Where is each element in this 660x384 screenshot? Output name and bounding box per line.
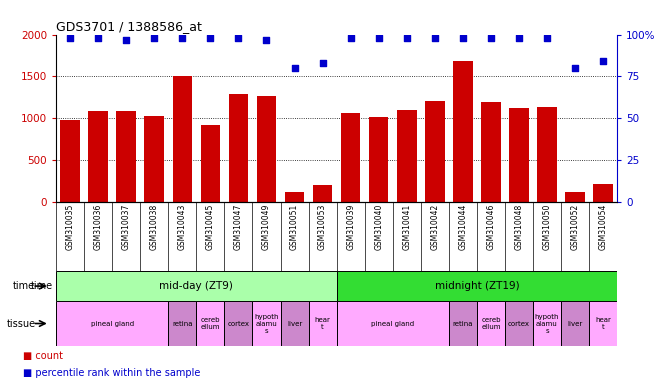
Text: GSM310037: GSM310037 xyxy=(121,204,131,250)
Bar xyxy=(145,116,164,202)
Point xyxy=(457,35,468,41)
Text: GSM310047: GSM310047 xyxy=(234,204,243,250)
Text: midnight (ZT19): midnight (ZT19) xyxy=(434,281,519,291)
Bar xyxy=(257,96,277,202)
Text: GSM310044: GSM310044 xyxy=(458,204,467,250)
Text: GDS3701 / 1388586_at: GDS3701 / 1388586_at xyxy=(56,20,202,33)
Bar xyxy=(88,111,108,202)
Point xyxy=(317,60,328,66)
Bar xyxy=(201,125,220,202)
Bar xyxy=(252,301,280,346)
Bar xyxy=(280,301,309,346)
Text: ■ percentile rank within the sample: ■ percentile rank within the sample xyxy=(22,368,200,378)
Point xyxy=(598,58,609,65)
Point xyxy=(345,35,356,41)
Bar xyxy=(172,76,192,202)
Text: GSM310050: GSM310050 xyxy=(543,204,552,250)
Text: GSM310041: GSM310041 xyxy=(402,204,411,250)
Text: pineal gland: pineal gland xyxy=(371,321,414,326)
Point xyxy=(177,35,187,41)
Point xyxy=(542,35,552,41)
Text: cortex: cortex xyxy=(228,321,249,326)
Text: GSM310046: GSM310046 xyxy=(486,204,496,250)
Point xyxy=(65,35,75,41)
Text: cortex: cortex xyxy=(508,321,530,326)
Text: GSM310052: GSM310052 xyxy=(570,204,579,250)
Text: GSM310045: GSM310045 xyxy=(206,204,215,250)
Text: cereb
ellum: cereb ellum xyxy=(201,317,220,330)
Point xyxy=(513,35,524,41)
Text: GSM310040: GSM310040 xyxy=(374,204,383,250)
Point xyxy=(149,35,160,41)
Bar xyxy=(369,117,389,202)
Text: GSM310036: GSM310036 xyxy=(94,204,103,250)
Bar xyxy=(561,301,589,346)
Bar xyxy=(284,192,304,202)
Point xyxy=(401,35,412,41)
Text: GSM310049: GSM310049 xyxy=(262,204,271,250)
Bar xyxy=(337,271,617,301)
Bar xyxy=(60,120,80,202)
Text: GSM310038: GSM310038 xyxy=(150,204,159,250)
Text: liver: liver xyxy=(568,321,583,326)
Point xyxy=(486,35,496,41)
Bar xyxy=(197,301,224,346)
Bar xyxy=(313,185,333,202)
Bar xyxy=(533,301,561,346)
Text: retina: retina xyxy=(172,321,193,326)
Point xyxy=(570,65,580,71)
Text: GSM310048: GSM310048 xyxy=(514,204,523,250)
Point xyxy=(233,35,244,41)
Text: ■ count: ■ count xyxy=(22,351,63,361)
Bar xyxy=(168,301,197,346)
Text: pineal gland: pineal gland xyxy=(90,321,134,326)
Text: GSM310035: GSM310035 xyxy=(65,204,75,250)
Text: GSM310039: GSM310039 xyxy=(346,204,355,250)
Point xyxy=(93,35,104,41)
Text: time: time xyxy=(13,281,35,291)
Text: liver: liver xyxy=(287,321,302,326)
Bar xyxy=(565,192,585,202)
Text: mid-day (ZT9): mid-day (ZT9) xyxy=(160,281,233,291)
Text: hypoth
alamu
s: hypoth alamu s xyxy=(254,313,279,334)
Point xyxy=(430,35,440,41)
Point xyxy=(374,35,384,41)
Bar xyxy=(477,301,505,346)
Bar xyxy=(224,301,252,346)
Bar xyxy=(341,113,360,202)
Bar xyxy=(509,108,529,202)
Point xyxy=(205,35,216,41)
Text: tissue: tissue xyxy=(7,318,36,329)
Bar xyxy=(425,101,445,202)
Bar xyxy=(337,301,449,346)
Bar xyxy=(589,301,617,346)
Bar xyxy=(593,184,613,202)
Text: GSM310043: GSM310043 xyxy=(178,204,187,250)
Text: cereb
ellum: cereb ellum xyxy=(481,317,501,330)
Text: time: time xyxy=(30,281,53,291)
Point xyxy=(289,65,300,71)
Text: retina: retina xyxy=(453,321,473,326)
Bar xyxy=(481,102,501,202)
Text: GSM310053: GSM310053 xyxy=(318,204,327,250)
Bar xyxy=(56,271,337,301)
Bar xyxy=(309,301,337,346)
Text: GSM310054: GSM310054 xyxy=(599,204,608,250)
Bar xyxy=(505,301,533,346)
Bar xyxy=(397,110,416,202)
Bar xyxy=(116,111,136,202)
Text: hear
t: hear t xyxy=(315,317,331,330)
Point xyxy=(261,36,272,43)
Bar xyxy=(537,107,557,202)
Text: GSM310051: GSM310051 xyxy=(290,204,299,250)
Text: GSM310042: GSM310042 xyxy=(430,204,440,250)
Text: hypoth
alamu
s: hypoth alamu s xyxy=(535,313,559,334)
Bar xyxy=(228,94,248,202)
Point xyxy=(121,36,131,43)
Bar xyxy=(56,301,168,346)
Bar xyxy=(449,301,477,346)
Bar xyxy=(453,61,473,202)
Text: hear
t: hear t xyxy=(595,317,611,330)
